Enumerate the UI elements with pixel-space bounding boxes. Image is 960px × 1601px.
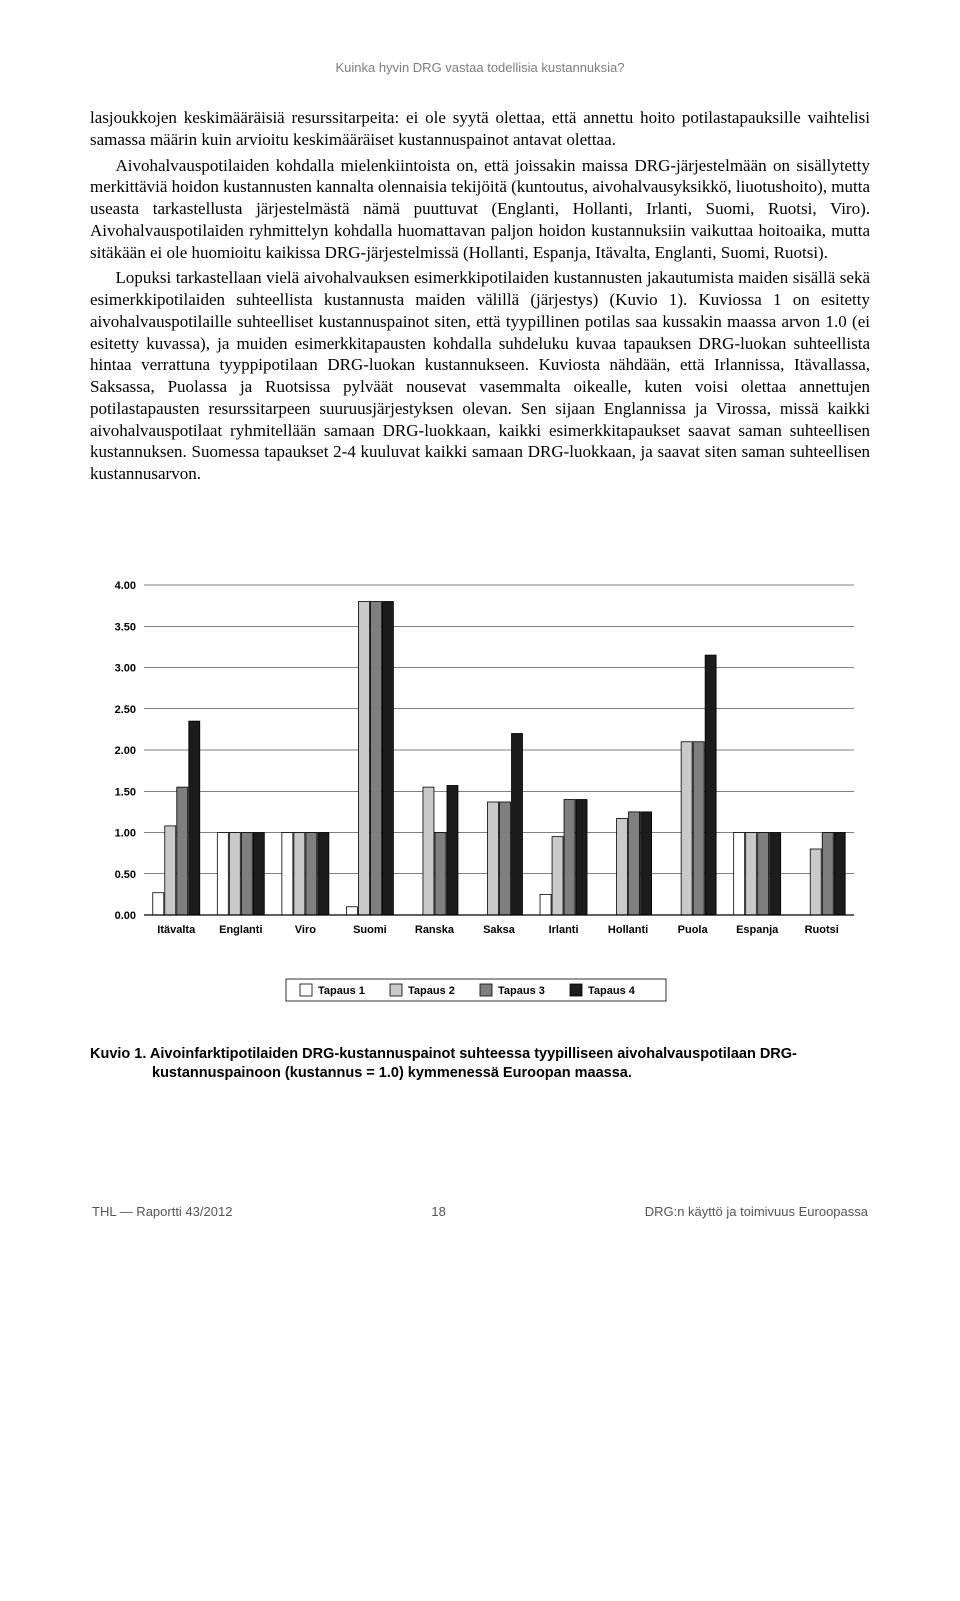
svg-text:Puola: Puola — [678, 924, 709, 936]
running-head: Kuinka hyvin DRG vastaa todellisia kusta… — [90, 60, 870, 75]
paragraph-1: lasjoukkojen keskimääräisiä resurssitarp… — [90, 107, 870, 151]
svg-text:3.50: 3.50 — [115, 621, 136, 633]
svg-text:0.00: 0.00 — [115, 910, 136, 922]
svg-text:0.50: 0.50 — [115, 869, 136, 881]
svg-text:Saksa: Saksa — [483, 924, 516, 936]
svg-text:Itävalta: Itävalta — [157, 924, 196, 936]
svg-text:Hollanti: Hollanti — [608, 924, 648, 936]
paragraph-2: Aivohalvauspotilaiden kohdalla mielenkii… — [90, 155, 870, 264]
svg-text:Tapaus 4: Tapaus 4 — [588, 985, 636, 997]
svg-text:1.00: 1.00 — [115, 827, 136, 839]
footer-page-number: 18 — [431, 1204, 445, 1219]
page-footer: THL — Raportti 43/2012 18 DRG:n käyttö j… — [90, 1204, 870, 1219]
svg-text:Viro: Viro — [295, 924, 316, 936]
svg-text:Ruotsi: Ruotsi — [805, 924, 839, 936]
caption-line1: Aivoinfarktipotilaiden DRG-kustannuspain… — [146, 1046, 796, 1062]
svg-text:2.50: 2.50 — [115, 704, 136, 716]
caption-line2: kustannuspainoon (kustannus = 1.0) kymme… — [152, 1064, 870, 1084]
chart-container: 0.00 0.50 1.00 1.50 2.00 2.50 3.00 3.50 4.00 Itäv… — [90, 575, 870, 1017]
svg-text:Suomi: Suomi — [353, 924, 387, 936]
svg-text:3.00: 3.00 — [115, 662, 136, 674]
paragraph-3: Lopuksi tarkastellaan vielä aivohalvauks… — [90, 267, 870, 485]
svg-text:Espanja: Espanja — [736, 924, 779, 936]
bar-chart: 0.00 0.50 1.00 1.50 2.00 2.50 3.00 3.50 4.00 Itäv… — [90, 575, 870, 1017]
svg-text:Tapaus 1: Tapaus 1 — [318, 985, 365, 997]
svg-text:Irlanti: Irlanti — [549, 924, 579, 936]
body-text: lasjoukkojen keskimääräisiä resurssitarp… — [90, 107, 870, 485]
svg-text:2.00: 2.00 — [115, 745, 136, 757]
footer-left: THL — Raportti 43/2012 — [92, 1204, 232, 1219]
footer-right: DRG:n käyttö ja toimivuus Euroopassa — [645, 1204, 868, 1219]
svg-text:1.50: 1.50 — [115, 786, 136, 798]
figure-caption: Kuvio 1. Aivoinfarktipotilaiden DRG-kust… — [90, 1045, 870, 1084]
svg-text:4.00: 4.00 — [115, 580, 136, 592]
svg-text:Englanti: Englanti — [219, 924, 262, 936]
svg-text:Tapaus 2: Tapaus 2 — [408, 985, 455, 997]
caption-lead: Kuvio 1. — [90, 1046, 146, 1062]
page: Kuinka hyvin DRG vastaa todellisia kusta… — [0, 0, 960, 1259]
svg-text:Tapaus 3: Tapaus 3 — [498, 985, 545, 997]
svg-text:Ranska: Ranska — [415, 924, 455, 936]
